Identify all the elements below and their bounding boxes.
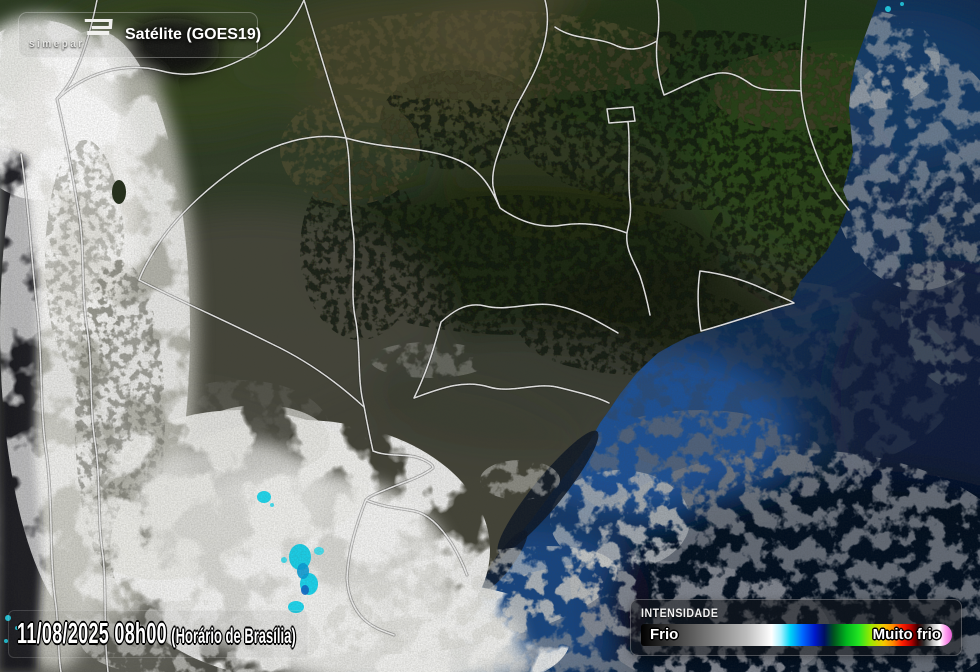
brand-panel: simepar Satélite (GOES19) [18, 12, 262, 58]
simepar-logo-text: simepar [29, 38, 85, 50]
timestamp-timezone: (Horário de Brasília) [171, 624, 296, 648]
simepar-logo: simepar [29, 18, 117, 52]
page-title: Satélite (GOES19) [125, 26, 262, 43]
legend-label-very-cold: Muito frio [872, 626, 941, 643]
intensity-legend: INTENSIDADE Frio Muito frio [630, 599, 962, 656]
simepar-logo-icon [84, 19, 113, 35]
legend-label-cold: Frio [650, 626, 679, 643]
timestamp: 11/08/2025 08h00 (Horário de Brasília) [17, 618, 296, 651]
timestamp-datetime: 11/08/2025 08h00 [17, 617, 167, 650]
intensity-gradient-bar: Frio Muito frio [641, 624, 952, 646]
legend-title: INTENSIDADE [641, 606, 719, 620]
timestamp-panel: 11/08/2025 08h00 (Horário de Brasília) [8, 610, 308, 658]
